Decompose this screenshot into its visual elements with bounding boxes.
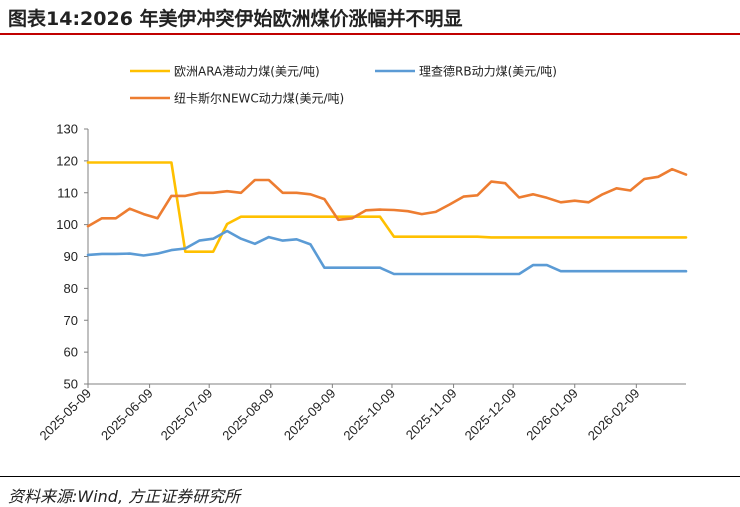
source-divider [0,476,740,477]
x-tick-label: 2025-08-09 [219,386,277,444]
x-tick-label: 2025-06-09 [98,386,156,444]
x-tick-label: 2025-05-09 [36,386,94,444]
x-tick-label: 2025-09-09 [281,386,339,444]
legend-label-1: 欧洲ARA港动力煤(美元/吨) [174,65,320,79]
y-tick-label: 90 [64,249,78,264]
y-tick-label: 110 [57,185,78,200]
y-tick-label: 70 [64,313,78,328]
y-tick-label: 80 [64,281,78,296]
x-tick-label: 2025-12-09 [462,386,520,444]
x-tick-label: 2025-07-09 [158,386,216,444]
x-tick-label: 2026-02-09 [585,386,643,444]
y-tick-label: 60 [64,345,78,360]
y-tick-label: 50 [64,377,78,392]
x-tick-label: 2025-11-09 [403,386,460,443]
legend-label-3: 纽卡斯尔NEWC动力煤(美元/吨) [174,91,344,106]
source-note: 资料来源:Wind, 方正证券研究所 [8,483,240,507]
x-tick-label: 2026-01-09 [523,386,581,444]
x-tick-label: 2025-10-09 [340,386,398,444]
legend-label-2: 理查德RB动力煤(美元/吨) [419,64,557,79]
series-line-1 [88,163,686,252]
y-tick-label: 120 [56,153,78,168]
y-tick-label: 100 [56,217,78,232]
y-tick-label: 130 [56,122,78,137]
